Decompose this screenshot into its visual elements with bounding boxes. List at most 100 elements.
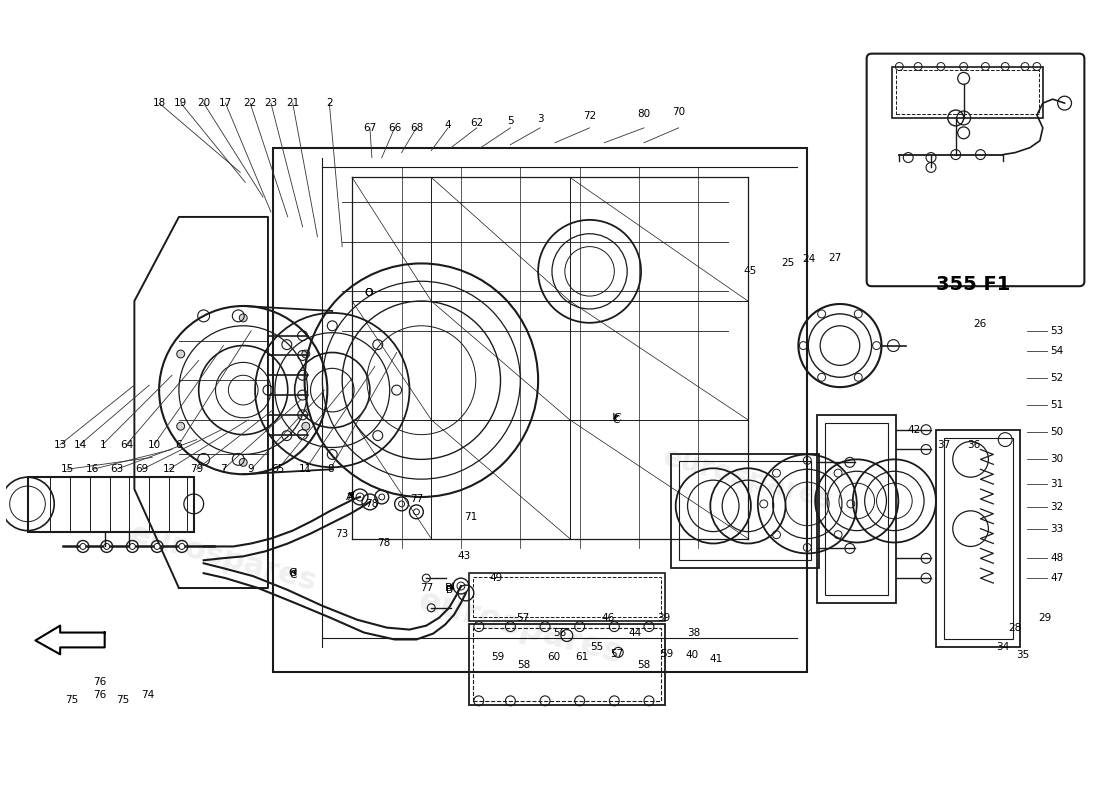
Text: 8: 8 — [327, 464, 333, 474]
Text: 78: 78 — [365, 499, 378, 509]
Text: B: B — [446, 585, 452, 595]
Text: 60: 60 — [548, 652, 561, 662]
Bar — [825, 422, 889, 595]
Bar — [936, 430, 1020, 647]
Text: 47: 47 — [1050, 573, 1064, 583]
Text: 55: 55 — [590, 642, 603, 652]
Circle shape — [301, 422, 310, 430]
Text: 75: 75 — [65, 695, 79, 705]
Text: 69: 69 — [135, 464, 149, 474]
Text: 62: 62 — [470, 118, 483, 128]
Circle shape — [240, 314, 248, 322]
Text: C: C — [614, 413, 622, 423]
Text: 1: 1 — [99, 439, 106, 450]
Text: 81: 81 — [979, 150, 992, 159]
Text: 59: 59 — [491, 652, 504, 662]
Text: 35: 35 — [1016, 650, 1030, 660]
Text: 3: 3 — [537, 114, 543, 124]
Text: 10: 10 — [147, 439, 161, 450]
Text: 75: 75 — [116, 695, 129, 705]
Circle shape — [177, 422, 185, 430]
Text: 85: 85 — [1048, 128, 1062, 138]
Text: 13: 13 — [54, 439, 67, 450]
Text: 25: 25 — [781, 258, 794, 269]
Text: eurospares: eurospares — [659, 443, 836, 515]
Text: 4: 4 — [444, 120, 451, 130]
Text: 27: 27 — [828, 254, 842, 263]
Text: 79: 79 — [190, 464, 204, 474]
Circle shape — [130, 543, 135, 550]
Text: 17: 17 — [219, 98, 232, 108]
Text: O: O — [365, 288, 373, 298]
Text: 80: 80 — [637, 109, 650, 119]
Text: C: C — [289, 570, 296, 580]
Text: 65: 65 — [272, 464, 285, 474]
Text: 72: 72 — [583, 111, 596, 121]
Text: 66: 66 — [388, 123, 401, 133]
Circle shape — [179, 543, 185, 550]
Text: eurospares: eurospares — [126, 519, 320, 598]
Text: 14: 14 — [74, 439, 87, 450]
Text: 45: 45 — [744, 266, 757, 276]
Text: 71: 71 — [464, 512, 477, 522]
Text: 55: 55 — [1048, 105, 1062, 115]
Text: 57: 57 — [610, 650, 624, 659]
Text: 58: 58 — [518, 660, 531, 670]
Text: 59: 59 — [660, 650, 673, 659]
Text: 56: 56 — [553, 627, 566, 638]
Circle shape — [301, 350, 310, 358]
Bar — [473, 628, 661, 701]
Bar — [896, 70, 1038, 114]
Bar — [273, 148, 807, 672]
Text: 20: 20 — [197, 98, 210, 108]
Text: C: C — [289, 568, 297, 578]
Text: 24: 24 — [803, 254, 816, 265]
Text: 83: 83 — [979, 186, 992, 195]
Text: O: O — [364, 288, 373, 298]
Text: 58: 58 — [637, 660, 650, 670]
Text: 38: 38 — [686, 627, 700, 638]
Text: 49: 49 — [488, 573, 503, 583]
Text: 19: 19 — [174, 98, 187, 108]
Text: 67: 67 — [363, 123, 376, 133]
Text: 46: 46 — [602, 613, 615, 622]
Text: 5: 5 — [507, 116, 514, 126]
FancyBboxPatch shape — [867, 54, 1085, 286]
Text: 7: 7 — [220, 464, 227, 474]
Text: 21: 21 — [286, 98, 299, 108]
Text: 76: 76 — [94, 677, 107, 687]
Text: 63: 63 — [110, 464, 123, 474]
Text: 77: 77 — [420, 583, 433, 593]
Text: 74: 74 — [141, 690, 154, 700]
Text: 31: 31 — [1050, 479, 1064, 489]
Bar — [469, 624, 664, 705]
Text: 44: 44 — [628, 627, 641, 638]
Bar — [671, 454, 820, 568]
Text: eurospares: eurospares — [415, 584, 626, 671]
Text: 43: 43 — [458, 551, 471, 562]
Text: 28: 28 — [1009, 622, 1022, 633]
Text: A: A — [348, 492, 354, 502]
Text: 57: 57 — [517, 613, 530, 622]
Text: A: A — [346, 492, 354, 502]
Text: 18: 18 — [153, 98, 166, 108]
Text: 36: 36 — [967, 439, 980, 450]
Text: 64: 64 — [120, 439, 133, 450]
Text: C: C — [613, 414, 620, 425]
Text: 29: 29 — [1038, 613, 1052, 622]
Text: 30: 30 — [1050, 454, 1064, 464]
Text: 84: 84 — [910, 222, 923, 232]
Circle shape — [240, 458, 248, 466]
Text: 53: 53 — [1050, 326, 1064, 336]
Circle shape — [103, 543, 110, 550]
Bar — [469, 573, 664, 621]
Text: 22: 22 — [243, 98, 256, 108]
Text: 11: 11 — [299, 464, 312, 474]
Text: 61: 61 — [575, 652, 589, 662]
Bar — [679, 462, 811, 560]
Bar — [892, 66, 1043, 118]
Text: 23: 23 — [264, 98, 277, 108]
Text: 78: 78 — [377, 538, 390, 549]
Text: 26: 26 — [972, 319, 986, 329]
Text: 77: 77 — [410, 494, 424, 504]
